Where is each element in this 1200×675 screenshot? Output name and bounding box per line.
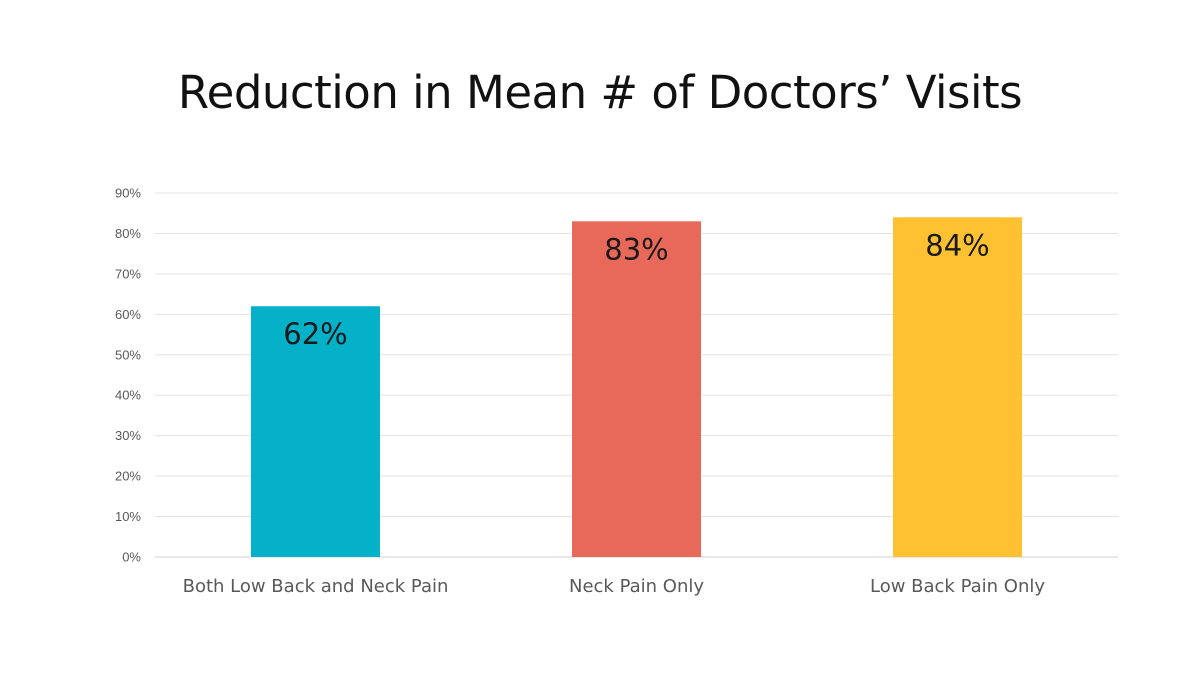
x-tick-label: Both Low Back and Neck Pain — [183, 576, 449, 597]
y-tick-label: 80% — [115, 226, 141, 241]
data-label: 84% — [925, 228, 989, 262]
y-tick-label: 70% — [115, 266, 141, 281]
chart-title: Reduction in Mean # of Doctors’ Visits — [177, 66, 1023, 119]
y-tick-label: 60% — [115, 307, 141, 322]
y-tick-label: 90% — [115, 186, 141, 201]
y-tick-label: 40% — [115, 388, 141, 403]
x-axis-ticks: Both Low Back and Neck Pain Neck Pain Onl… — [183, 576, 1046, 597]
x-tick-label: Low Back Pain Only — [870, 576, 1045, 597]
y-tick-label: 30% — [115, 428, 141, 443]
x-tick-label: Neck Pain Only — [569, 576, 704, 597]
y-tick-label: 50% — [115, 347, 141, 362]
y-tick-label: 0% — [122, 550, 141, 565]
bar — [572, 221, 701, 558]
y-axis-ticks: 0% 10% 20% 30% 40% 50% 60% 70% 80% 90% — [115, 186, 141, 565]
y-tick-label: 20% — [115, 469, 141, 484]
data-label: 62% — [283, 317, 347, 351]
data-labels: 62% 83% 84% — [283, 228, 989, 351]
data-label: 83% — [604, 232, 668, 266]
bar — [251, 306, 380, 557]
bars — [251, 217, 1022, 558]
bar — [893, 217, 1022, 557]
y-tick-label: 10% — [115, 509, 141, 524]
